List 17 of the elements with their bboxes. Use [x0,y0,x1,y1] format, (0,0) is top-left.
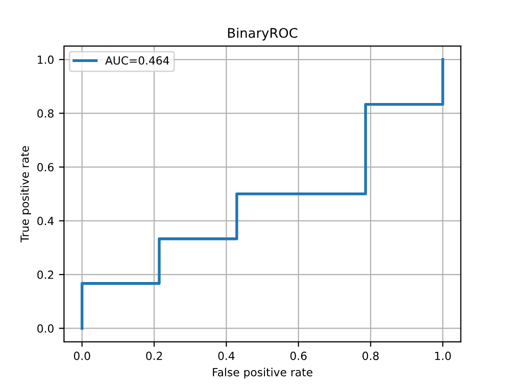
y-axis-title: True positive rate [20,146,32,242]
legend-label: AUC=0.464 [105,56,170,65]
y-tick-label: 0.8 [37,109,54,118]
y-tick-label: 1.0 [38,55,54,64]
y-tick-label: 0.6 [37,163,54,172]
x-tick-label: 0.6 [290,352,307,360]
y-tick-label: 0.4 [37,216,54,226]
x-tick-label: 0.8 [362,352,379,360]
x-tick-label: 0.0 [74,352,90,360]
chart-title: BinaryROC [228,28,298,40]
x-tick-label: 1.0 [435,352,451,360]
line-series [80,58,444,330]
x-tick-label: 0.4 [218,352,235,360]
x-axis-title: False positive rate [212,368,312,379]
y-tick-label: 0.0 [37,324,54,333]
y-tick-label: 0.2 [37,270,54,279]
x-tick-label: 0.2 [146,352,162,360]
